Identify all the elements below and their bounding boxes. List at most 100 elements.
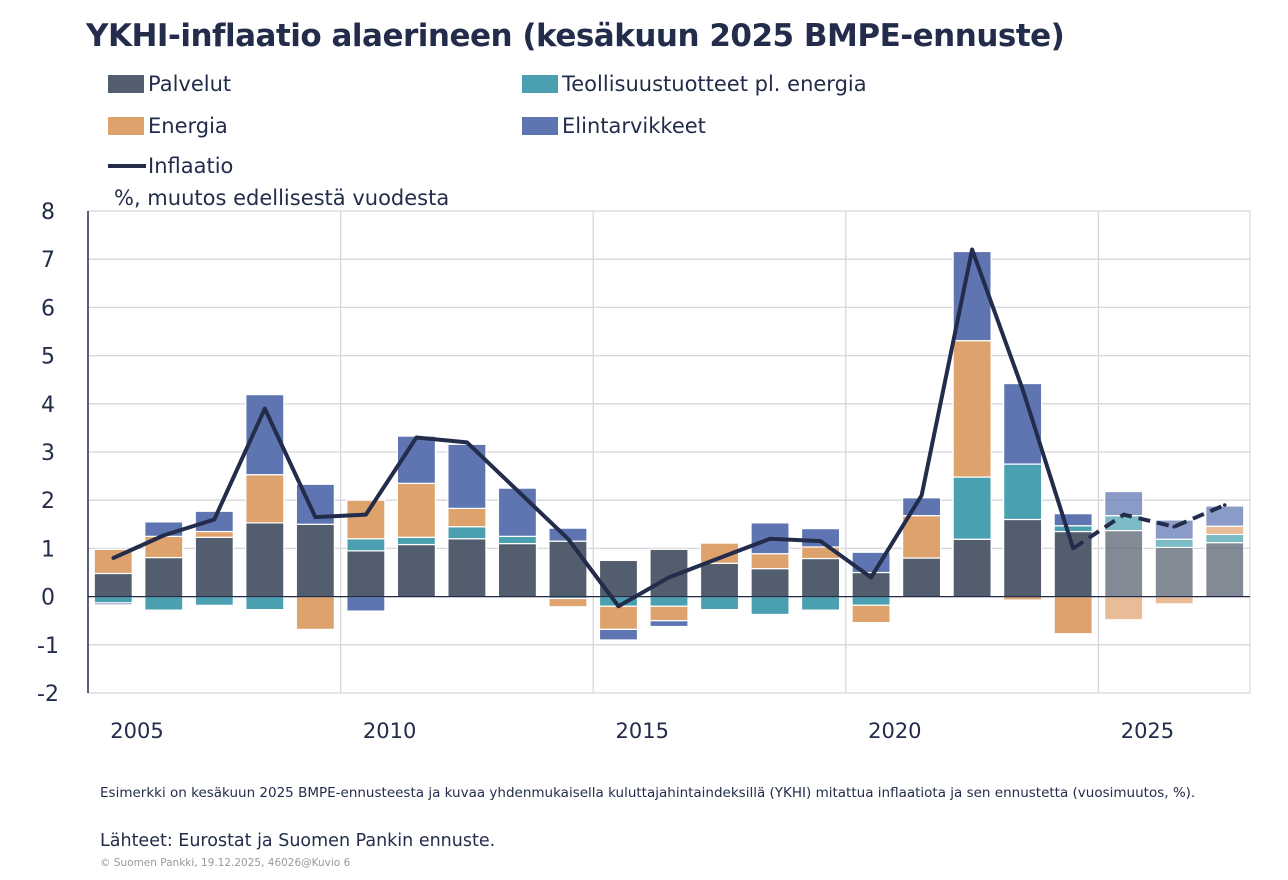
- bar-energia-2017: [699, 542, 740, 564]
- inflation-point-2015: [616, 604, 621, 609]
- bar-teollisuustuotteet-2013: [497, 535, 538, 545]
- bar-elintarvikkeet-2021: [902, 497, 942, 517]
- y-axis-unit-label: %, muutos edellisestä vuodesta: [114, 186, 450, 210]
- legend-label: Inflaatio: [148, 154, 234, 178]
- bar-energia-2009: [295, 595, 335, 630]
- bar-palvelut-2025: [1104, 529, 1144, 598]
- chart-note: Esimerkki on kesäkuun 2025 BMPE-ennustee…: [100, 785, 1196, 801]
- inflation-point-2013: [515, 488, 520, 493]
- inflation-point-2012: [465, 440, 469, 445]
- bar-energia-2018: [750, 553, 790, 570]
- bar-palvelut-2013: [497, 542, 538, 598]
- legend-item-teollisuustuotteet: Teollisuustuotteet pl. energia: [522, 72, 867, 96]
- legend-swatch: [522, 117, 558, 135]
- x-tick-label: 2025: [1121, 719, 1174, 743]
- chart-plot: 8 7 6 5 4 3 2 1 0 -1 -2 2005 2010 2015 2020 2025: [37, 200, 1251, 743]
- bar-teollisuustuotteet-2027: [1205, 533, 1245, 544]
- bar-teollisuustuotteet-2011: [396, 536, 436, 546]
- x-tick-label: 2010: [363, 719, 416, 743]
- inflation-point-2027: [1222, 503, 1227, 507]
- copyright: © Suomen Pankki, 19.12.2025, 46026@Kuvio…: [100, 857, 351, 869]
- bar-energia-2008: [245, 474, 285, 524]
- inflation-point-2005: [111, 556, 116, 560]
- y-tick-label: 2: [41, 489, 55, 514]
- bar-elintarvikkeet-2025: [1104, 490, 1144, 517]
- legend-line: [108, 164, 146, 168]
- bar-elintarvikkeet-2010: [346, 595, 386, 612]
- y-tick-label: 8: [41, 200, 55, 225]
- x-tick-label: 2015: [615, 719, 668, 743]
- inflation-point-2007: [212, 517, 217, 522]
- bar-palvelut-2011: [396, 543, 436, 598]
- inflation-point-2010: [364, 512, 368, 517]
- legend-swatch: [108, 117, 144, 135]
- bar-palvelut-2017: [699, 562, 740, 598]
- inflation-point-2016: [667, 575, 671, 580]
- inflation-point-2018: [768, 536, 772, 541]
- bar-elintarvikkeet-2022: [952, 250, 992, 342]
- bar-palvelut-2006: [144, 556, 184, 598]
- bar-palvelut-2027: [1205, 542, 1245, 598]
- bar-teollisuustuotteet-2022: [952, 476, 992, 540]
- bar-elintarvikkeet-2005: [93, 602, 133, 606]
- bar-palvelut-2005: [93, 572, 133, 598]
- legend-label: Elintarvikkeet: [562, 114, 706, 138]
- inflation-point-2023: [1020, 387, 1025, 392]
- inflation-point-2025: [1121, 512, 1126, 517]
- bar-elintarvikkeet-2016: [649, 620, 689, 628]
- bar-elintarvikkeet-2019: [800, 528, 841, 548]
- bar-teollisuustuotteet-2012: [447, 526, 487, 540]
- bar-palvelut-2012: [447, 538, 487, 598]
- bar-elintarvikkeet-2013: [497, 487, 538, 537]
- bar-energia-2015: [598, 605, 639, 630]
- legend-item-palvelut: Palvelut: [108, 72, 231, 96]
- bar-energia-2024: [1053, 595, 1093, 635]
- bar-palvelut-2021: [902, 557, 942, 598]
- bar-elintarvikkeet-2024: [1053, 513, 1093, 527]
- bar-teollisuustuotteet-2023: [1003, 463, 1043, 521]
- bar-palvelut-2014: [548, 540, 588, 598]
- legend-item-energia: Energia: [108, 114, 228, 138]
- legend-label: Palvelut: [148, 72, 232, 96]
- bar-energia-2027: [1205, 525, 1245, 536]
- bar-teollisuustuotteet-2024: [1053, 525, 1093, 533]
- legend-item-elintarvikkeet: Elintarvikkeet: [522, 114, 706, 138]
- bar-energia-2011: [396, 482, 436, 538]
- bar-teollisuustuotteet-2019: [800, 595, 841, 611]
- bar-palvelut-2024: [1053, 530, 1093, 598]
- bar-teollisuustuotteet-2016: [649, 595, 689, 607]
- bar-energia-2007: [194, 530, 234, 538]
- inflation-point-2008: [263, 406, 267, 411]
- bar-energia-2025: [1104, 595, 1144, 621]
- bar-teollisuustuotteet-2008: [245, 595, 285, 611]
- bar-teollisuustuotteet-2007: [194, 595, 234, 606]
- bar-palvelut-2026: [1154, 546, 1194, 598]
- bar-palvelut-2008: [245, 522, 285, 598]
- bar-palvelut-2022: [952, 538, 992, 598]
- y-tick-label: 3: [41, 441, 55, 466]
- inflation-point-2014: [566, 536, 570, 541]
- bar-energia-2010: [346, 499, 386, 540]
- inflation-point-2024: [1071, 546, 1075, 551]
- inflation-point-2021: [919, 493, 924, 498]
- inflation-line-forecast: [1072, 503, 1226, 551]
- bar-palvelut-2007: [194, 536, 234, 598]
- bar-elintarvikkeet-2015: [598, 628, 639, 641]
- y-tick-label: -2: [37, 682, 59, 707]
- inflation-point-2019: [818, 539, 823, 543]
- inflation-line-actual: [112, 247, 1076, 609]
- y-tick-label: 7: [41, 248, 55, 273]
- y-tick-label: 1: [41, 537, 55, 562]
- chart-title: YKHI-inflaatio alaerineen (kesäkuun 2025…: [86, 18, 1065, 54]
- bar-energia-2022: [952, 340, 992, 478]
- inflation-point-2026: [1172, 524, 1177, 529]
- legend-swatch: [108, 75, 144, 93]
- inflation-point-2009: [313, 515, 318, 519]
- bar-teollisuustuotteet-2010: [346, 538, 386, 552]
- inflation-point-2020: [869, 575, 873, 580]
- bar-palvelut-2010: [346, 550, 386, 598]
- legend-swatch: [522, 75, 558, 93]
- bar-energia-2020: [851, 604, 891, 624]
- x-tick-label: 2005: [110, 719, 163, 743]
- bar-palvelut-2019: [800, 557, 841, 598]
